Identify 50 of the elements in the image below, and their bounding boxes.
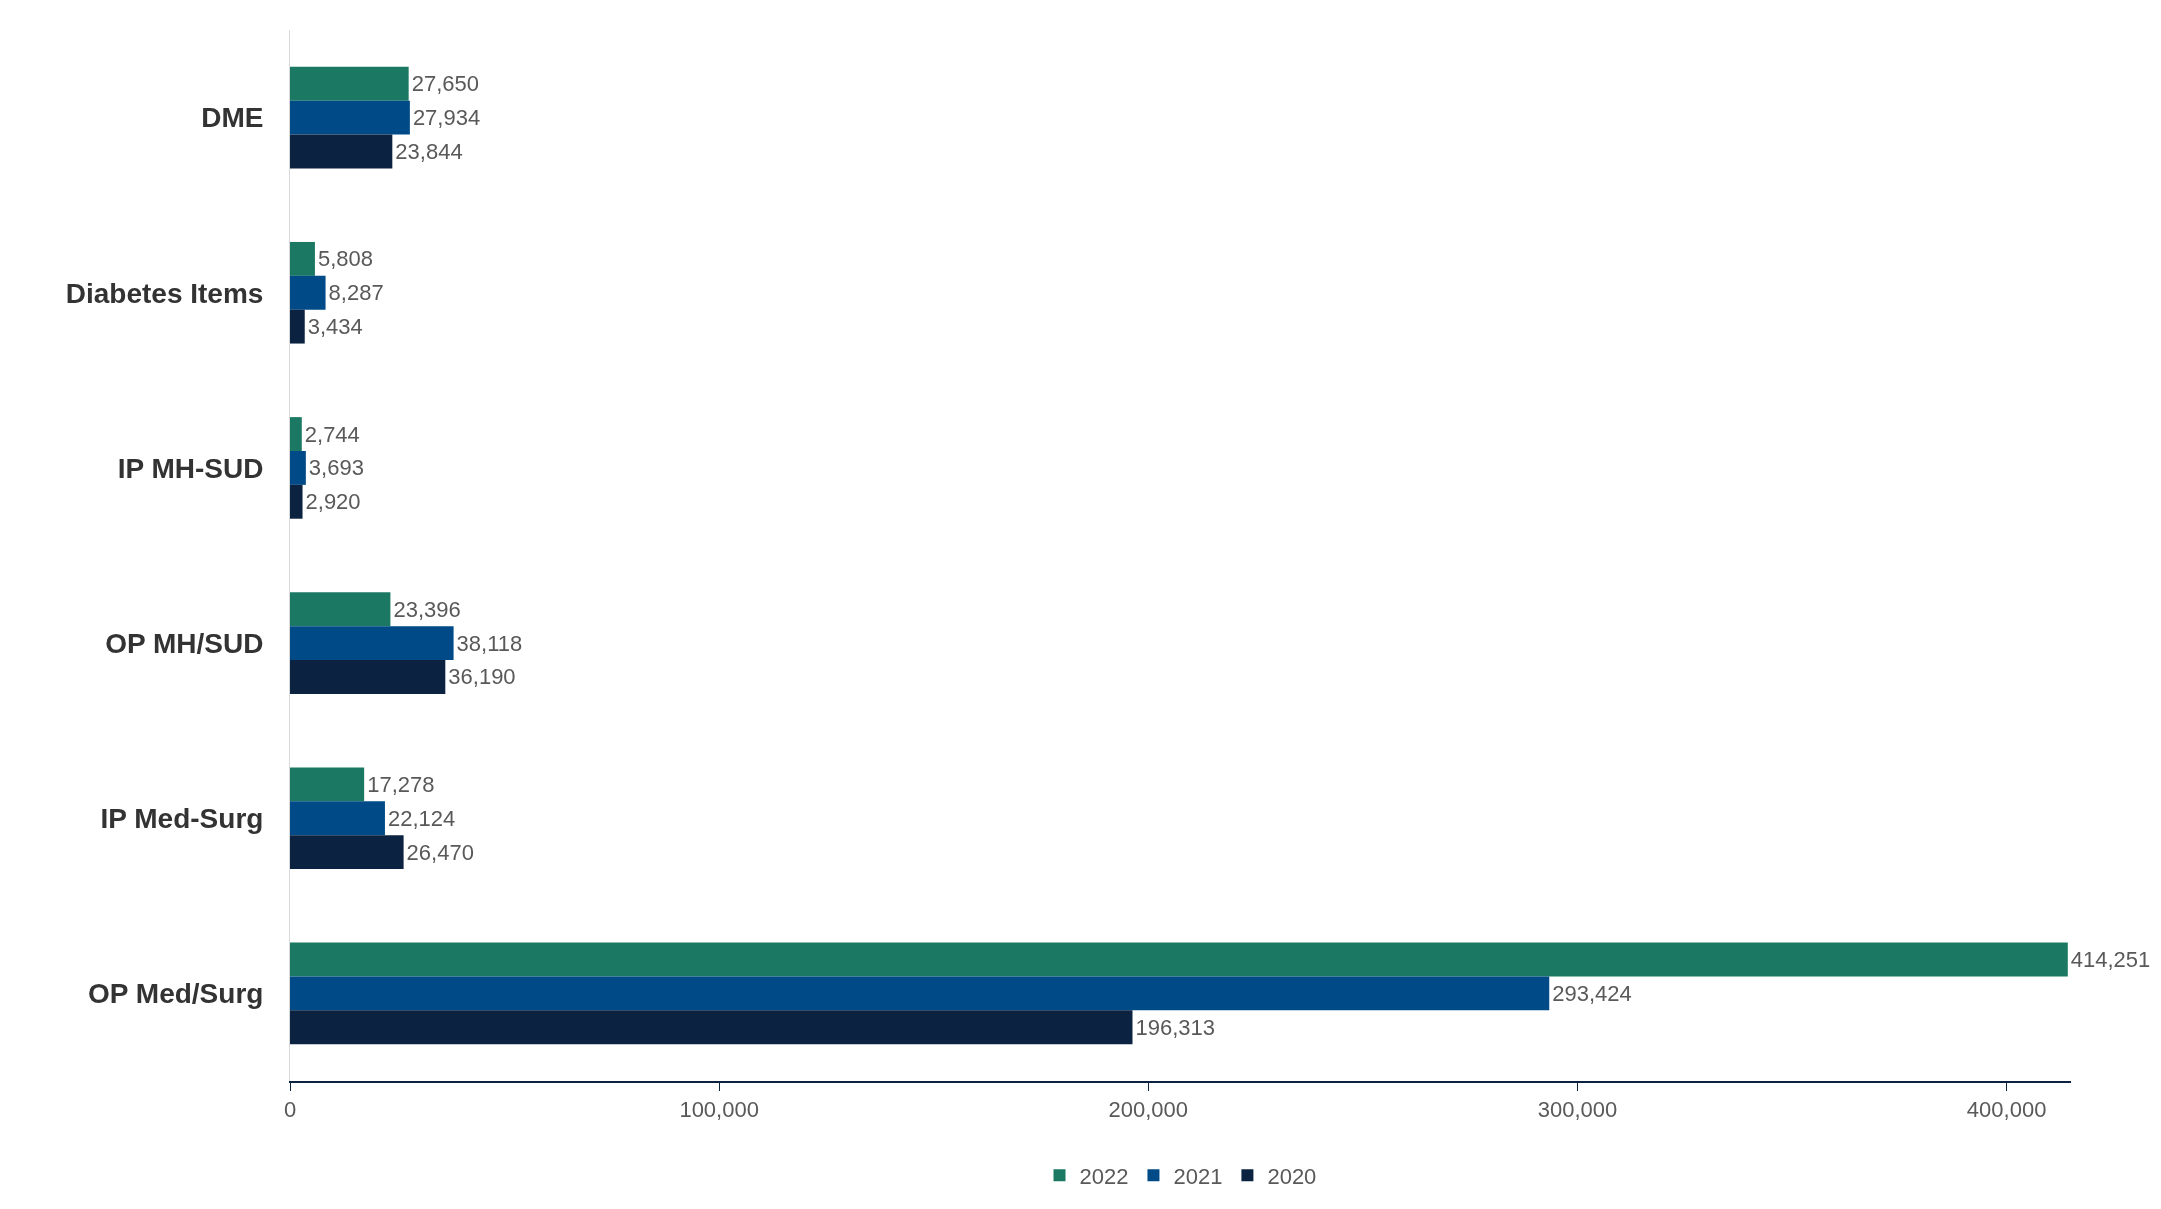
x-tick-label: 400,000 — [1966, 1097, 2047, 1123]
x-tick-label: 200,000 — [1108, 1097, 1189, 1123]
bar — [290, 767, 365, 802]
legend-label: 2022 — [1079, 1163, 1129, 1189]
bar — [290, 417, 302, 451]
bar — [290, 309, 305, 344]
y-tick-label: Diabetes Items — [65, 277, 264, 309]
bar — [290, 134, 393, 169]
bar — [290, 275, 326, 310]
y-tick-label: DME — [201, 102, 264, 134]
data-label: 27,650 — [411, 71, 479, 97]
data-label: 3,693 — [308, 455, 364, 481]
data-label: 2,744 — [304, 421, 360, 447]
x-tick-label: 100,000 — [679, 1097, 759, 1123]
bar — [290, 1010, 1133, 1045]
data-label: 23,844 — [395, 138, 463, 164]
data-label: 22,124 — [387, 805, 456, 831]
bar — [290, 835, 404, 870]
bar — [290, 592, 391, 627]
x-tick-label: 0 — [283, 1097, 297, 1123]
data-label: 26,470 — [406, 839, 474, 865]
bar — [290, 976, 1550, 1011]
data-label: 3,434 — [307, 314, 363, 340]
bar — [290, 801, 385, 836]
x-tick-label: 300,000 — [1537, 1097, 1618, 1123]
y-tick-label: OP Med/Surg — [88, 978, 264, 1010]
bar — [290, 660, 446, 694]
bar — [290, 942, 2068, 977]
bar — [290, 66, 409, 101]
bar — [290, 450, 306, 485]
data-label: 38,118 — [456, 630, 523, 656]
data-label: 36,190 — [448, 664, 516, 690]
data-label: 27,934 — [412, 105, 481, 131]
data-label: 414,251 — [2070, 947, 2151, 973]
y-tick-label: IP Med-Surg — [100, 803, 264, 835]
data-label: 2,920 — [305, 489, 361, 515]
bar — [290, 626, 454, 661]
y-tick-label: OP MH/SUD — [105, 627, 264, 659]
legend-label: 2021 — [1173, 1163, 1223, 1189]
bar — [290, 484, 303, 519]
data-label: 17,278 — [367, 771, 435, 797]
data-label: 8,287 — [328, 280, 384, 306]
y-tick-label: IP MH-SUD — [117, 452, 264, 484]
bar — [290, 241, 315, 276]
data-label: 293,424 — [1552, 980, 1632, 1006]
data-label: 196,313 — [1135, 1014, 1216, 1040]
bar — [290, 100, 410, 135]
legend-label: 2020 — [1267, 1163, 1317, 1189]
data-label: 23,396 — [393, 596, 461, 622]
data-label: 5,808 — [317, 246, 373, 272]
